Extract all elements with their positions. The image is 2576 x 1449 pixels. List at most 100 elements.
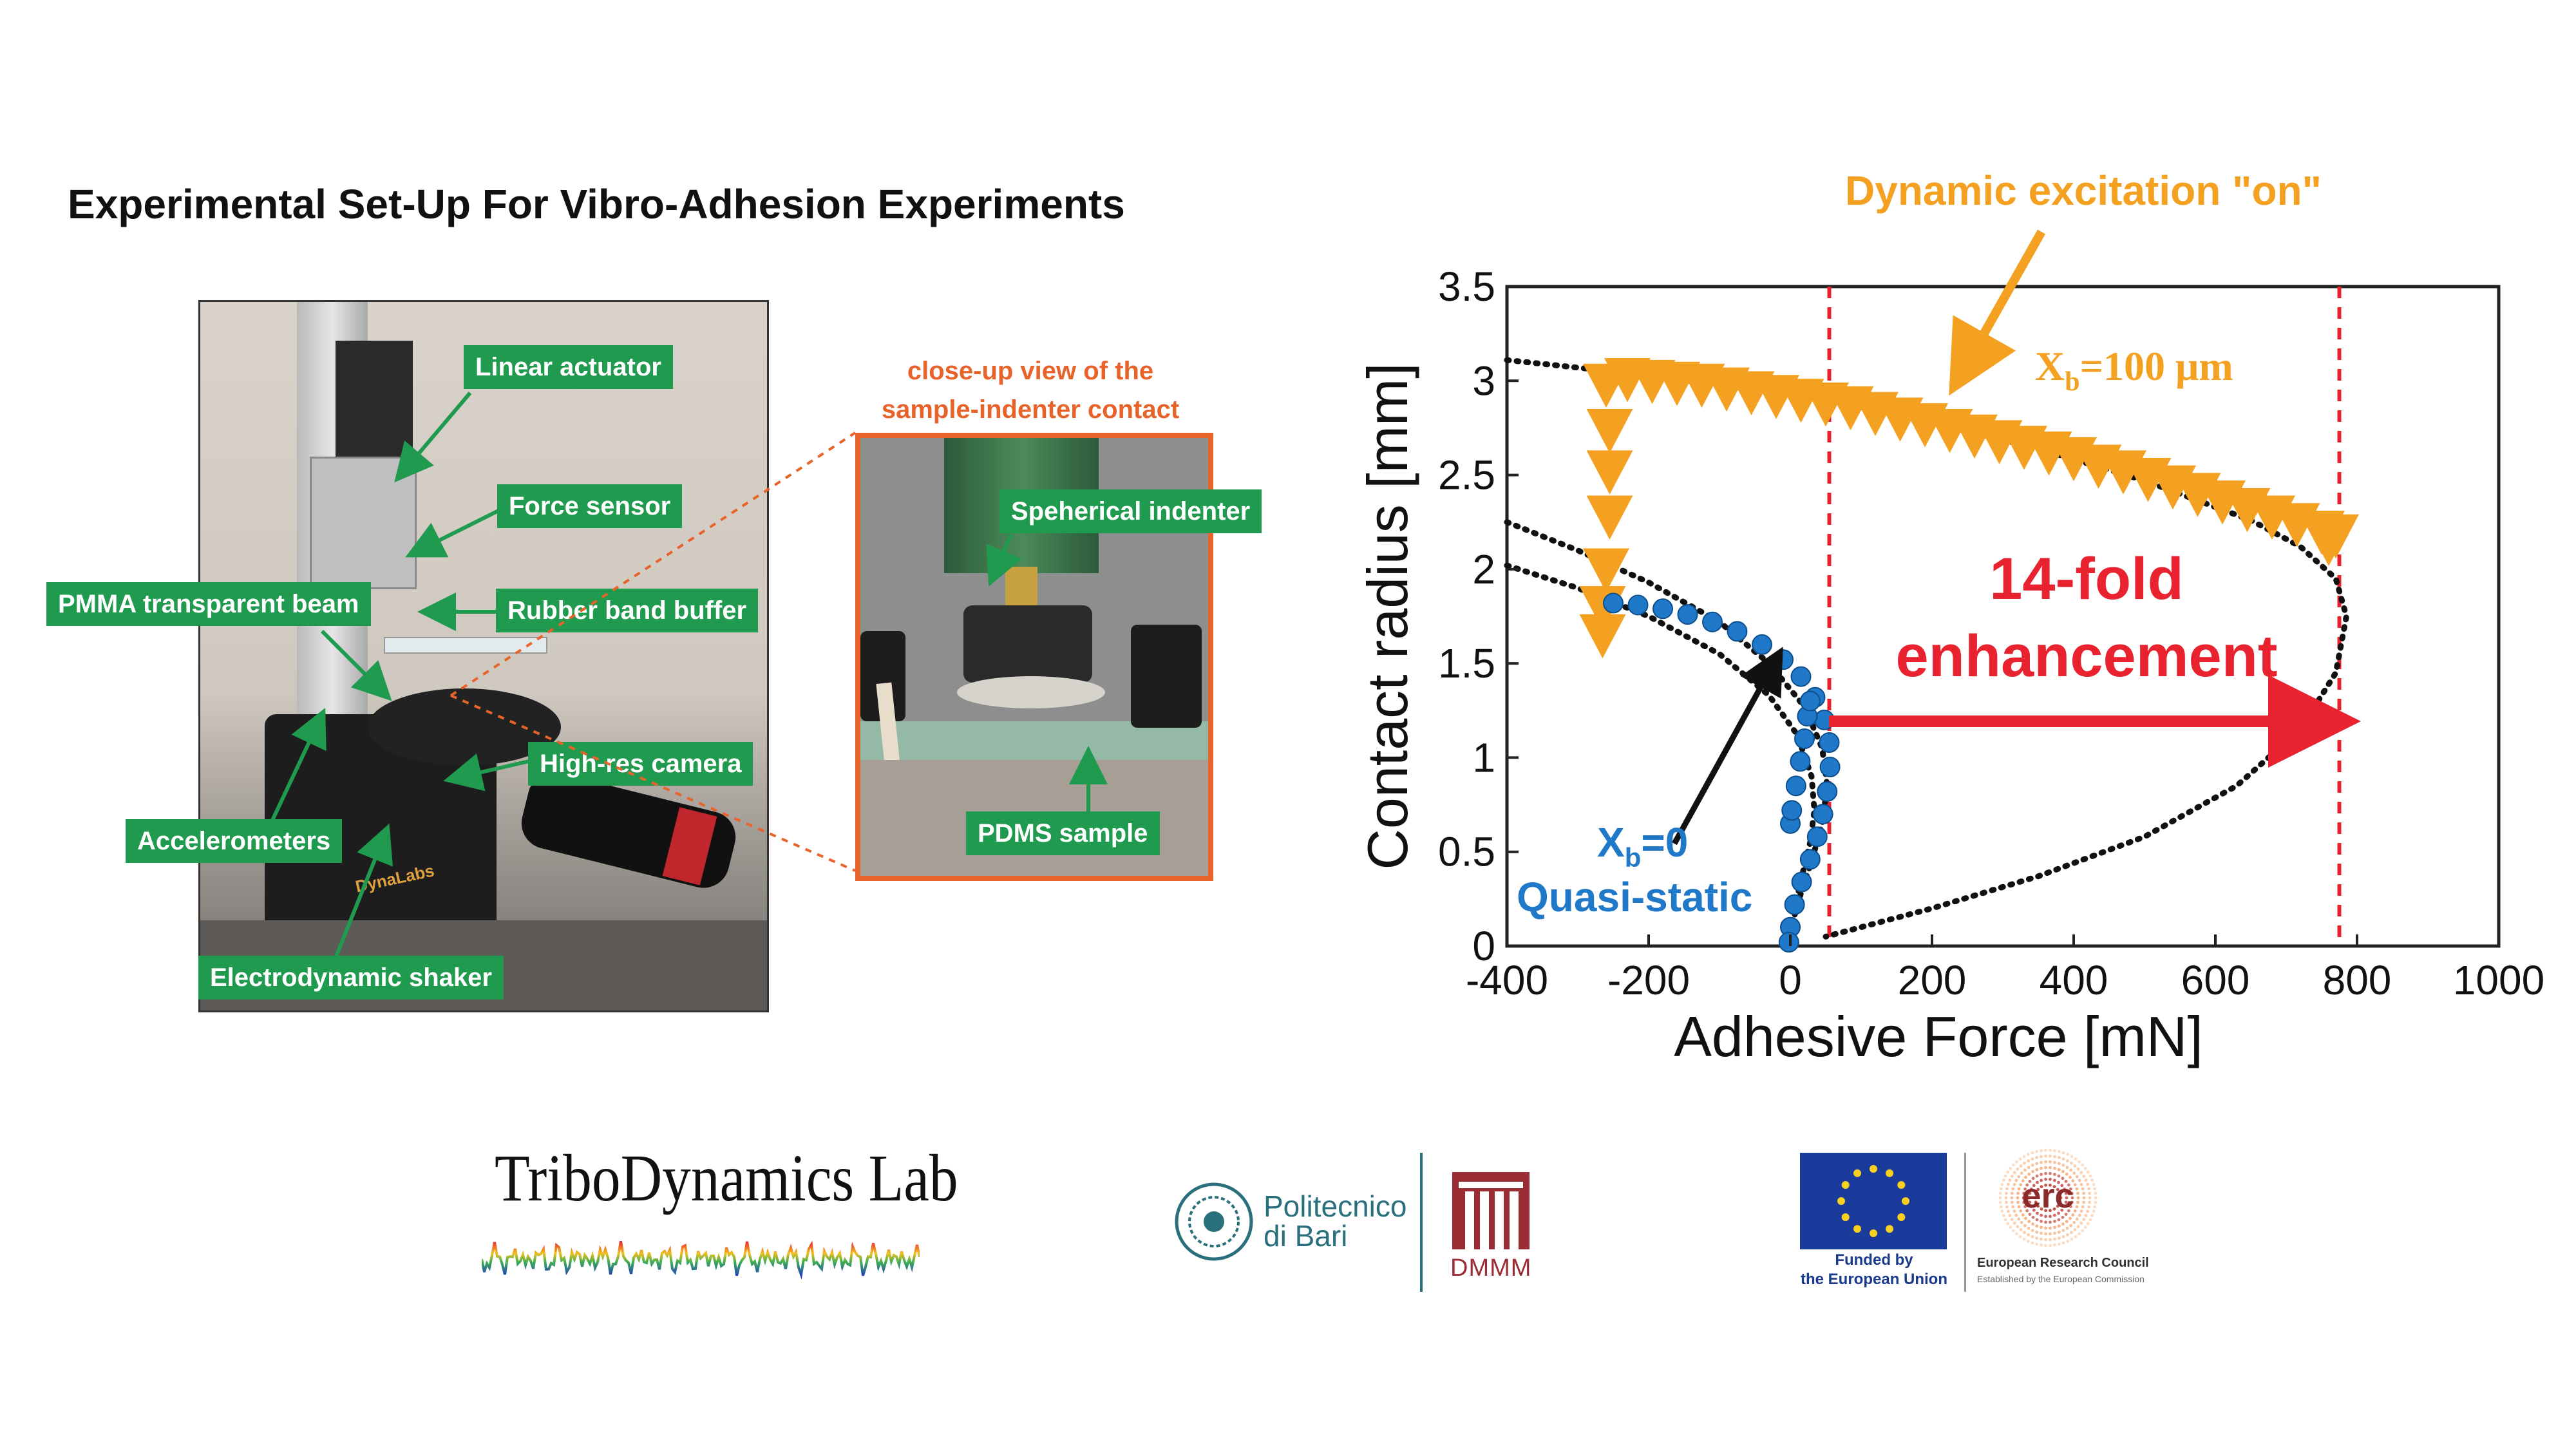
erc-dot <box>2058 1200 2062 1204</box>
erc-dot <box>2066 1239 2070 1243</box>
label-accelerometers: Accelerometers <box>126 819 343 863</box>
erc-dot <box>2040 1220 2043 1223</box>
x-tick-labels: -400 -200 0 200 400 600 800 1000 <box>1466 934 2544 1003</box>
x-tick-label: 200 <box>1898 957 1967 1003</box>
erc-dot <box>2014 1213 2018 1217</box>
circle-point <box>1812 804 1833 825</box>
erc-dot <box>2049 1244 2052 1247</box>
erc-dot <box>2082 1191 2085 1195</box>
eu-star <box>1870 1165 1877 1173</box>
erc-dot <box>2076 1225 2080 1229</box>
erc-dot <box>2005 1187 2009 1191</box>
erc-dot <box>2049 1160 2052 1164</box>
erc-dot <box>2060 1208 2064 1212</box>
erc-dot <box>2093 1187 2097 1191</box>
erc-dot <box>2053 1155 2056 1159</box>
x-tick-label: -400 <box>1466 957 1548 1003</box>
erc-dot <box>2036 1180 2039 1184</box>
y-tick-label: 0.5 <box>1438 829 1495 875</box>
dynamic-on-label: Dynamic excitation "on" <box>1845 167 2322 214</box>
erc-dot <box>2040 1166 2043 1170</box>
erc-dot <box>2057 1224 2061 1228</box>
erc-dot <box>2088 1196 2092 1200</box>
arrow-accelerometers <box>269 708 327 826</box>
erc-dot <box>2012 1221 2016 1225</box>
xb-zero-label: Xb=0 <box>1597 819 1688 873</box>
erc-dot <box>2010 1175 2014 1178</box>
erc-dot <box>2015 1160 2018 1164</box>
erc-dot <box>2073 1183 2077 1186</box>
erc-dot <box>2008 1179 2012 1182</box>
y-tick-label: 2.5 <box>1438 452 1495 498</box>
erc-dot <box>2061 1215 2065 1219</box>
erc-dot <box>2023 1205 2027 1209</box>
erc-dot <box>2057 1162 2061 1166</box>
erc-dot <box>2083 1166 2087 1170</box>
erc-dot <box>2035 1174 2039 1178</box>
erc-dot <box>2015 1232 2018 1236</box>
erc-dot <box>2065 1166 2069 1170</box>
erc-dot <box>2053 1231 2056 1235</box>
erc-dot <box>2031 1151 2034 1155</box>
xb-dynamic-label: Xb=100 μm <box>2035 343 2233 397</box>
erc-dot <box>2021 1213 2025 1217</box>
erc-dot <box>2040 1160 2043 1164</box>
erc-dot <box>2022 1200 2025 1204</box>
x-axis-label: Adhesive Force [mN] <box>1674 1005 2203 1068</box>
erc-dot <box>2058 1236 2061 1240</box>
erc-dot <box>2023 1161 2026 1165</box>
quasi-static-label: Quasi-static <box>1517 874 1752 920</box>
erc-dot <box>2035 1224 2039 1228</box>
dmmm-logo-text: DMMM <box>1450 1255 1532 1282</box>
page-title: Experimental Set-Up For Vibro-Adhesion E… <box>68 181 1125 227</box>
erc-dot <box>2031 1229 2034 1233</box>
erc-dot <box>2082 1200 2085 1204</box>
erc-dot <box>2082 1218 2086 1221</box>
circle-point <box>1806 826 1828 848</box>
erc-dot <box>2079 1209 2083 1213</box>
arrow-shaker <box>333 823 393 961</box>
triangle-point <box>1586 408 1633 453</box>
erc-dot <box>2028 1213 2032 1216</box>
erc-dot <box>2044 1209 2047 1213</box>
erc-dot <box>2061 1222 2065 1226</box>
erc-dot <box>2009 1166 2012 1170</box>
logo-divider <box>1420 1153 1423 1292</box>
erc-dot <box>2027 1226 2031 1230</box>
circle-point <box>1785 775 1806 797</box>
erc-dot <box>2049 1177 2052 1181</box>
erc-logo-text: erc <box>2022 1177 2074 1215</box>
circle-point <box>1781 800 1803 821</box>
erc-dot <box>2035 1242 2038 1246</box>
erc-dot <box>2017 1187 2021 1191</box>
erc-dot <box>2009 1226 2012 1229</box>
erc-dot <box>2061 1157 2065 1160</box>
eu-star <box>1853 1225 1861 1233</box>
erc-dot <box>2016 1225 2020 1229</box>
erc-dot <box>2020 1171 2023 1175</box>
erc-dot <box>2040 1207 2043 1211</box>
erc-dot <box>2021 1179 2025 1182</box>
politecnico-line1: Politecnico <box>1264 1189 1407 1223</box>
erc-dot <box>2044 1166 2047 1170</box>
circle-point <box>1627 594 1649 616</box>
erc-dot <box>2044 1215 2047 1218</box>
eu-funding-text: Funded by the European Union <box>1797 1251 1951 1289</box>
y-tick-label: 0 <box>1472 923 1495 969</box>
erc-dot <box>2049 1166 2052 1170</box>
erc-dot <box>2070 1191 2074 1195</box>
arrow-camera <box>443 753 535 791</box>
erc-dot <box>2036 1204 2040 1208</box>
y-tick-label: 3 <box>1472 357 1495 404</box>
erc-dot <box>1999 1205 2003 1209</box>
erc-dot <box>2072 1220 2076 1224</box>
erc-dot <box>2028 1180 2032 1183</box>
erc-dot <box>2058 1150 2061 1153</box>
erc-dot <box>2070 1237 2074 1241</box>
erc-dot <box>2074 1157 2078 1161</box>
circle-point <box>1603 592 1624 614</box>
erc-dot <box>2044 1148 2047 1152</box>
triangle-point <box>1586 495 1633 540</box>
erc-dot <box>2053 1220 2056 1223</box>
erc-dot <box>2024 1217 2027 1220</box>
